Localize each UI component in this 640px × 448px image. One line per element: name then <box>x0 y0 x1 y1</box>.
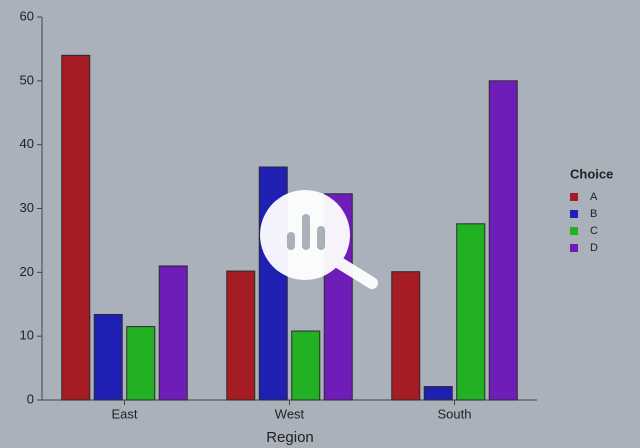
legend-swatch <box>570 193 578 201</box>
legend-label: D <box>590 242 598 254</box>
y-tick-label: 60 <box>20 8 34 23</box>
y-tick-label: 20 <box>20 264 34 279</box>
bar <box>391 271 421 401</box>
legend-label: A <box>590 191 598 203</box>
icon-bar <box>317 226 325 250</box>
x-tick-label: West <box>275 406 305 421</box>
bar <box>488 80 518 401</box>
x-tick-label: East <box>111 406 137 421</box>
bar <box>61 54 91 401</box>
legend-label: C <box>590 225 598 237</box>
bar <box>93 313 123 401</box>
magnifier-icon[interactable] <box>260 190 378 289</box>
x-axis-label: Region <box>266 429 314 446</box>
x-tick-label: South <box>438 406 472 421</box>
y-tick-label: 0 <box>27 391 34 406</box>
bar <box>291 330 321 401</box>
legend-title: Choice <box>570 166 613 181</box>
legend-swatch <box>570 210 578 218</box>
icon-bar <box>287 232 295 250</box>
icon-bar <box>302 214 310 250</box>
legend-swatch <box>570 244 578 252</box>
y-tick-label: 10 <box>20 328 34 343</box>
bar <box>423 386 453 401</box>
bar <box>126 326 156 401</box>
y-tick-label: 50 <box>20 72 34 87</box>
y-tick-label: 30 <box>20 200 34 215</box>
legend-swatch <box>570 227 578 235</box>
bar <box>226 270 256 401</box>
y-tick-label: 40 <box>20 136 34 151</box>
bar <box>158 265 188 401</box>
legend-label: B <box>590 208 597 220</box>
icon-handle <box>332 256 378 289</box>
bar <box>456 223 486 401</box>
